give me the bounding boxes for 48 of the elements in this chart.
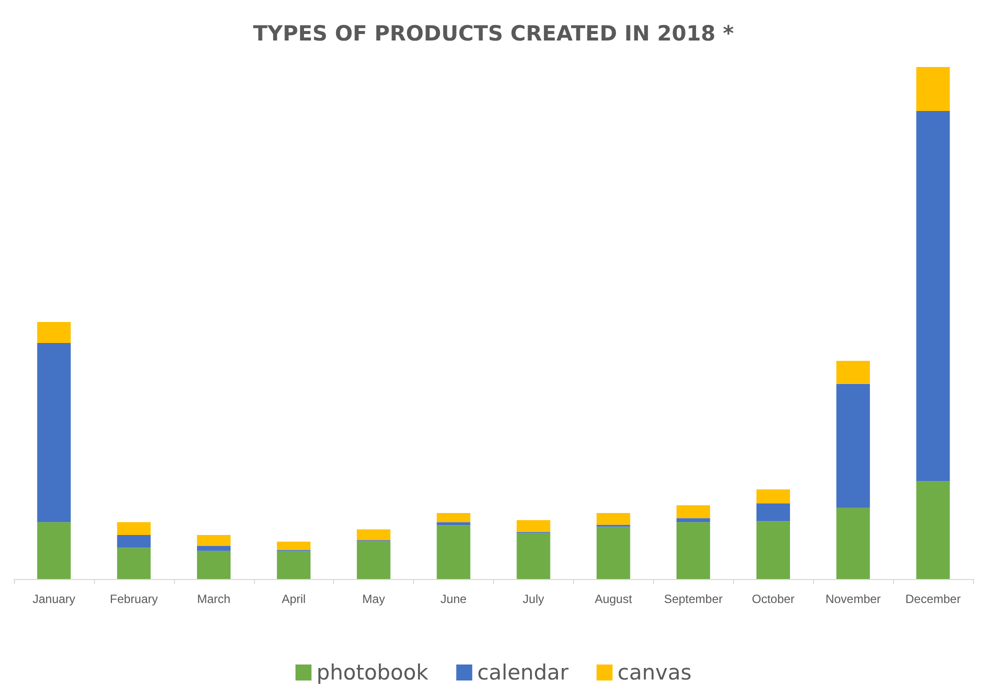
bar: [117, 534, 151, 548]
legend-label: canvas: [618, 660, 692, 684]
bar: [676, 505, 710, 518]
bar: [436, 522, 470, 526]
bar: [117, 522, 151, 535]
bar: [276, 550, 310, 579]
x-tick-label: May: [362, 592, 385, 606]
bar: [916, 111, 950, 482]
bar: [37, 342, 71, 522]
x-tick-label: January: [32, 592, 76, 606]
x-tick-label: July: [522, 592, 544, 606]
x-tick-label: September: [664, 592, 723, 606]
bar: [436, 512, 470, 522]
bar: [916, 67, 950, 112]
bar: [676, 522, 710, 579]
x-tick-label: November: [825, 592, 881, 606]
x-tick-label: August: [594, 592, 633, 606]
x-tick-label: June: [440, 592, 467, 606]
bar: [756, 503, 790, 522]
x-tick-label: March: [197, 592, 230, 606]
chart-title: TYPES OF PRODUCTS CREATED IN 2018 *: [253, 22, 734, 46]
bar: [117, 548, 151, 579]
bar: [197, 546, 231, 551]
bar: [596, 512, 630, 525]
bar: [436, 525, 470, 579]
bar: [516, 520, 550, 532]
bar: [197, 534, 231, 546]
bar: [836, 360, 870, 384]
bar: [37, 322, 71, 343]
bar: [356, 529, 390, 540]
bar: [37, 522, 71, 579]
legend-label: photobook: [316, 660, 430, 684]
x-tick-label: February: [110, 592, 158, 606]
bar: [197, 550, 231, 579]
bar: [756, 521, 790, 579]
bar: [276, 542, 310, 550]
bar: [676, 518, 710, 522]
legend-label: calendar: [477, 660, 569, 684]
bar: [596, 526, 630, 579]
bar: [356, 541, 390, 579]
bar: [916, 481, 950, 579]
bar: [516, 532, 550, 579]
x-tick-label: December: [905, 592, 961, 606]
bar: [756, 489, 790, 504]
bar: [836, 384, 870, 508]
x-tick-label: April: [282, 592, 306, 606]
bar: [836, 508, 870, 579]
x-tick-label: October: [752, 592, 795, 606]
